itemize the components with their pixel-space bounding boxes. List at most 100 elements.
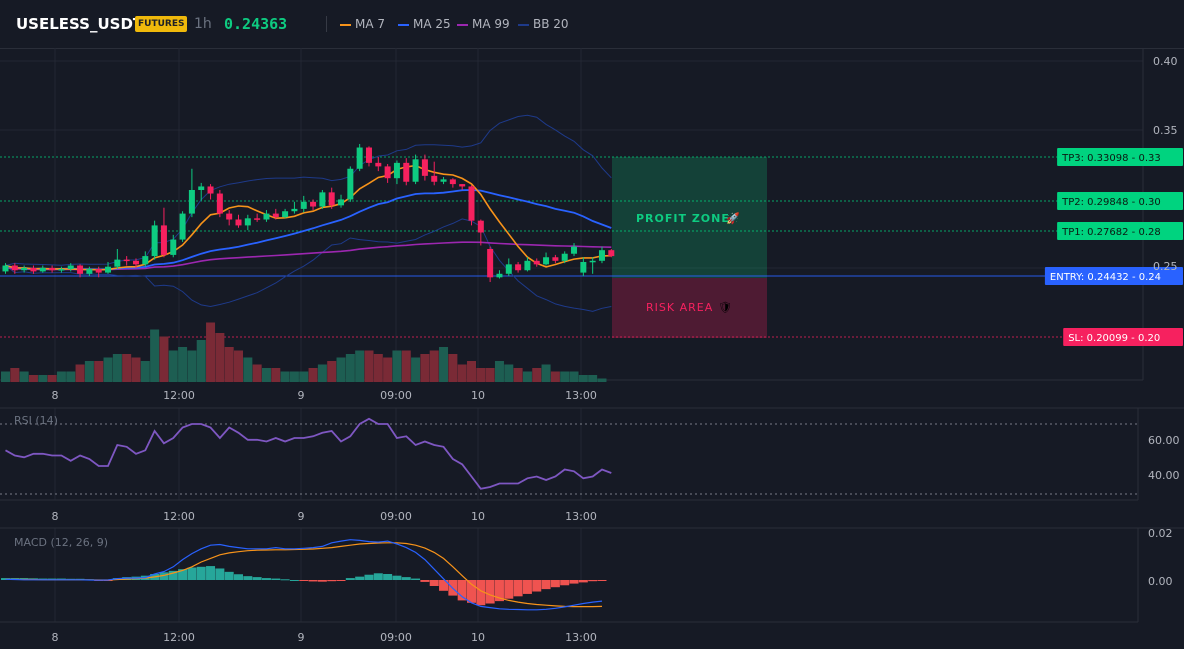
candle-body <box>30 267 37 272</box>
candle-body <box>67 265 74 270</box>
last-price: 0.24363 <box>224 15 288 33</box>
rsi-pane[interactable]: RSI (14) 60.00 40.00 <box>0 414 1180 495</box>
trade-levels: TP3: 0.33098 - 0.33 TP2: 0.29848 - 0.30 TP… <box>0 148 1183 346</box>
rsi-title: RSI (14) <box>14 414 58 427</box>
candle-body <box>207 186 214 194</box>
candle-body <box>310 201 317 207</box>
macd-histogram-bar <box>383 574 393 580</box>
timeframe-selector[interactable]: 1h <box>194 16 212 32</box>
legend-ma7-swatch <box>340 23 351 26</box>
candle-body <box>598 250 605 261</box>
legend-ma25[interactable]: MA 25 <box>398 0 451 48</box>
volume-bar <box>280 371 290 382</box>
macd-histogram-bar <box>178 569 188 580</box>
risk-zone <box>612 278 767 338</box>
volume-bar <box>10 368 20 382</box>
candle-body <box>95 269 102 273</box>
time-tick: 10 <box>471 510 485 523</box>
volume-bar <box>234 350 243 382</box>
volume-bar <box>467 361 476 382</box>
macd-histogram-bar <box>560 580 570 586</box>
volume-bar <box>439 347 449 382</box>
candle-body <box>580 261 587 273</box>
symbol-name[interactable]: USELESS_USDT <box>16 15 144 33</box>
legend-ma99-label: MA 99 <box>472 17 510 31</box>
volume-bar <box>206 322 216 382</box>
futures-badge: FUTURES <box>135 16 188 32</box>
volume-bar <box>168 350 178 382</box>
volume-bar <box>56 371 66 382</box>
bollinger-upper <box>5 114 612 266</box>
level-tag[interactable] <box>1044 267 1183 285</box>
legend-ma7[interactable]: MA 7 <box>340 0 385 48</box>
time-tick: 9 <box>298 510 305 523</box>
time-tick: 9 <box>298 631 305 644</box>
macd-pane[interactable]: MACD (12, 26, 9) 0.02 0.00 <box>1 527 1173 611</box>
volume-bar <box>532 368 542 382</box>
candle-body <box>244 218 251 226</box>
candle-body <box>384 166 391 179</box>
volume-bar <box>457 364 467 382</box>
volume-bar <box>47 375 57 382</box>
candle-body <box>412 159 419 182</box>
candle-body <box>449 179 456 185</box>
level-tag[interactable] <box>1057 222 1183 240</box>
time-tick: 13:00 <box>565 510 597 523</box>
ma25-line <box>5 189 612 271</box>
time-tick: 13:00 <box>565 631 597 644</box>
macd-histogram-bar <box>224 571 234 580</box>
time-tick: 8 <box>52 631 59 644</box>
volume-bar <box>243 357 253 382</box>
volume-bar <box>373 354 383 382</box>
volume-bar <box>550 371 560 382</box>
macd-histogram-bar <box>485 580 495 604</box>
candle-body <box>151 225 158 257</box>
macd-histogram-bar <box>457 580 467 601</box>
legend-ma99[interactable]: MA 99 <box>457 0 510 48</box>
level-tag[interactable] <box>1057 192 1183 210</box>
level-tag-text: SL: 0.20099 - 0.20 <box>1068 333 1160 344</box>
volume-bar <box>541 364 551 382</box>
candle-body <box>77 265 84 274</box>
candle-body <box>114 259 121 267</box>
level-tag[interactable] <box>1063 328 1183 346</box>
level-tag-text: ENTRY: 0.24432 - 0.24 <box>1050 272 1161 283</box>
time-tick: 09:00 <box>380 389 412 402</box>
volume-bar <box>28 375 38 382</box>
volume-bar <box>112 354 122 382</box>
price-axis[interactable]: 0.40 0.35 0.25 <box>1153 55 1178 273</box>
macd-histogram-bar <box>411 578 421 580</box>
candle-body <box>179 213 186 240</box>
candle-body <box>375 162 382 167</box>
volume-bar <box>355 350 365 382</box>
volume-bar <box>411 357 421 382</box>
candle-body <box>58 269 65 271</box>
macd-histogram-bar <box>299 580 309 581</box>
candle-body <box>235 219 242 226</box>
macd-histogram-bar <box>271 578 281 580</box>
macd-histogram-bar <box>308 580 318 582</box>
candle-body <box>254 218 261 220</box>
macd-histogram-bar <box>532 580 542 592</box>
macd-histogram-bar <box>541 580 551 590</box>
candle-body <box>2 265 9 272</box>
level-tag[interactable] <box>1057 148 1183 166</box>
volume-bar <box>140 361 150 382</box>
volume-bar <box>66 371 76 382</box>
volume-bars <box>1 322 607 382</box>
volume-bar <box>150 329 160 382</box>
macd-histogram-bar <box>355 576 365 580</box>
macd-line <box>5 539 603 611</box>
candle-body <box>300 201 307 209</box>
candle-body <box>459 184 466 187</box>
candle-body <box>365 147 372 163</box>
legend-bb20[interactable]: BB 20 <box>518 0 569 48</box>
volume-bar <box>131 357 141 382</box>
macd-histogram-bar <box>420 580 430 582</box>
chart-header: USELESS_USDT FUTURES 1h 0.24363 MA 7 MA … <box>0 0 1184 49</box>
volume-bar <box>224 347 234 382</box>
macd-title: MACD (12, 26, 9) <box>14 536 108 549</box>
candle-body <box>515 264 522 271</box>
candle-body <box>49 267 56 271</box>
